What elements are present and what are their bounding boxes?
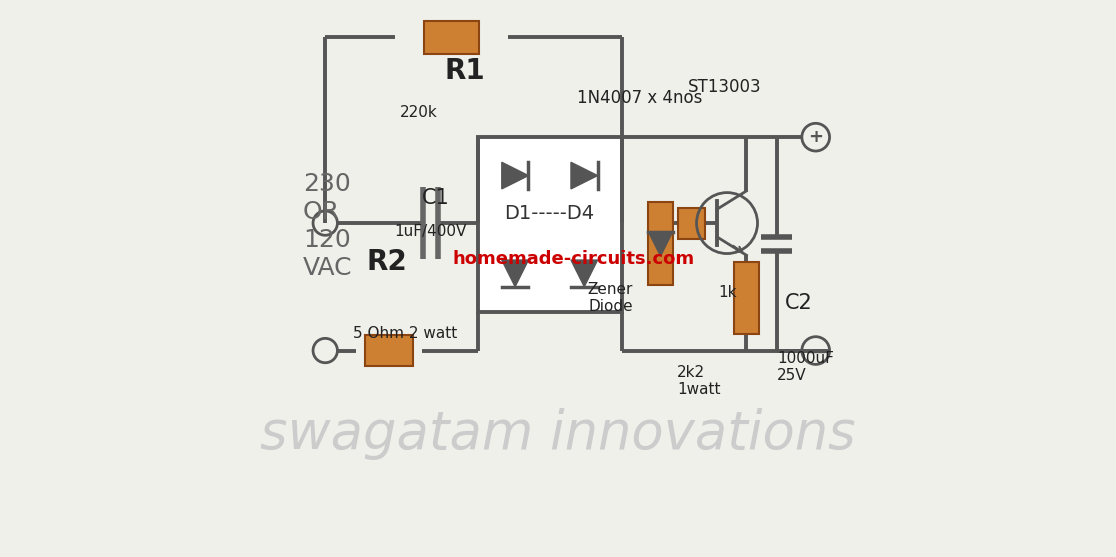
Bar: [677, 208, 705, 238]
Text: 230
OR
120
VAC: 230 OR 120 VAC: [304, 172, 353, 280]
Polygon shape: [571, 162, 597, 189]
Bar: [478, 137, 622, 312]
Text: 1000uF
25V: 1000uF 25V: [777, 351, 834, 383]
Text: 5 Ohm 2 watt: 5 Ohm 2 watt: [353, 326, 458, 341]
Text: R1: R1: [444, 57, 485, 85]
Text: homemade-circuits.com: homemade-circuits.com: [453, 250, 695, 268]
FancyArrowPatch shape: [733, 246, 742, 252]
Text: 1uF/400V: 1uF/400V: [394, 224, 466, 239]
Polygon shape: [648, 232, 673, 256]
Bar: [734, 262, 759, 334]
Text: ST13003: ST13003: [689, 79, 762, 96]
Text: 1N4007 x 4nos: 1N4007 x 4nos: [577, 89, 703, 108]
Polygon shape: [571, 260, 597, 287]
Text: +: +: [808, 128, 824, 146]
Text: C2: C2: [786, 294, 812, 314]
Text: D1-----D4: D1-----D4: [504, 204, 595, 223]
Text: C1: C1: [422, 188, 450, 208]
Text: 2k2
1watt: 2k2 1watt: [677, 365, 721, 397]
Text: 220k: 220k: [400, 105, 437, 120]
Text: swagatam innovations: swagatam innovations: [260, 408, 856, 460]
Polygon shape: [502, 162, 528, 189]
Text: R2: R2: [367, 248, 407, 276]
Bar: [648, 202, 673, 285]
Bar: [365, 335, 413, 366]
Text: 1k: 1k: [719, 285, 738, 300]
Text: Zener
Diode: Zener Diode: [587, 282, 633, 314]
Bar: [424, 21, 479, 54]
Polygon shape: [502, 260, 528, 287]
